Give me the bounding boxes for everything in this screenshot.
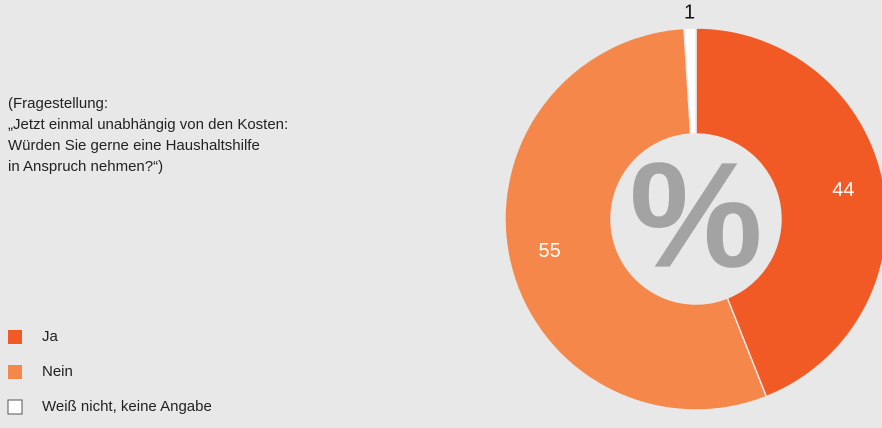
legend-swatch: [8, 365, 22, 379]
donut-slice: [695, 27, 882, 398]
question-text: „Jetzt einmal unabhängig von den Kosten:: [8, 116, 288, 133]
legend-swatch: [8, 330, 22, 344]
center-label: %: [629, 131, 762, 299]
legend-label: Nein: [42, 363, 73, 380]
data-label: 44: [832, 179, 854, 201]
legend-label: Ja: [42, 328, 59, 345]
legend-label: Weiß nicht, keine Angabe: [42, 398, 212, 415]
question-text: (Fragestellung:: [8, 95, 108, 112]
data-label: 1: [684, 1, 695, 23]
data-label: 55: [538, 240, 560, 262]
question-text: in Anspruch nehmen?“): [8, 158, 163, 175]
legend-swatch: [7, 399, 23, 415]
question-text: Würden Sie gerne eine Haushaltshilfe: [8, 137, 260, 154]
donut-slice: [504, 27, 768, 411]
donut-slice: [683, 27, 697, 135]
